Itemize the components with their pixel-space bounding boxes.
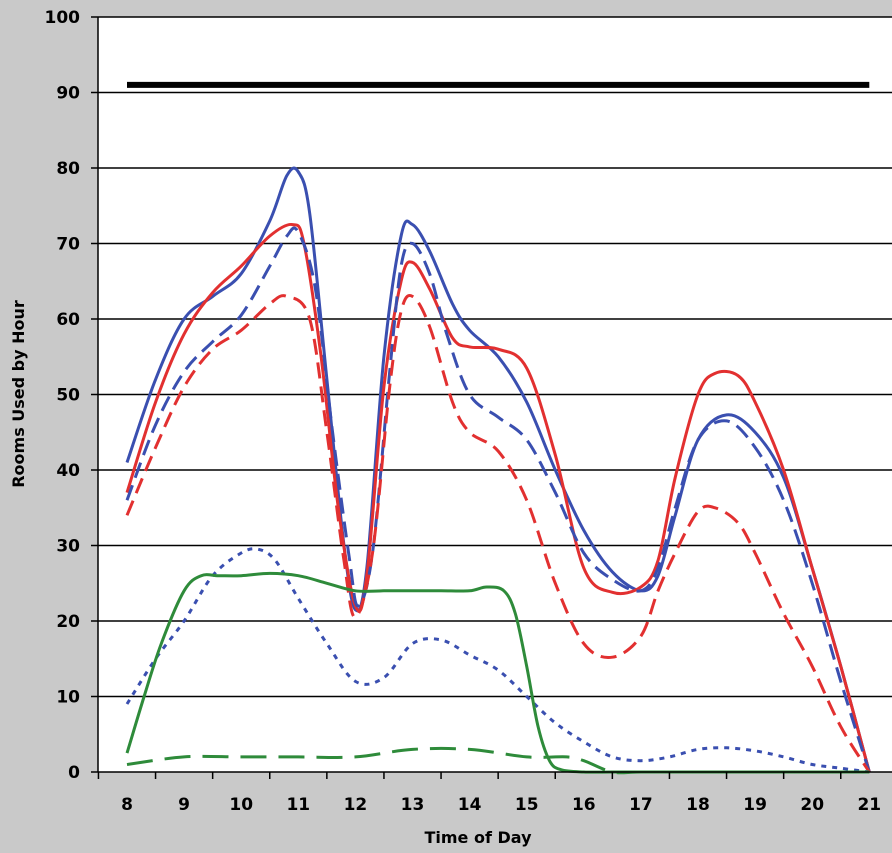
x-tick-label: 21 [857,795,881,815]
x-tick-label: 20 [800,795,824,815]
y-tick-label: 60 [56,310,80,330]
series-line-7 [126,746,870,775]
x-tick-label: 13 [401,795,425,815]
tick-labels: 0 10 20 30 40 50 60 70 80 90 100 8 9 10 11 12 13 14 15 16 17… [45,8,882,815]
y-tick-label: 30 [56,537,80,557]
series-layer [125,81,871,775]
y-tick-label: 70 [56,235,80,255]
y-tick-label: 80 [56,159,80,179]
x-tick-label: 18 [686,795,710,815]
x-tick-label: 16 [572,795,596,815]
x-tick-label: 12 [344,795,368,815]
y-tick-label: 100 [45,8,81,28]
y-tick-label: 40 [56,461,80,481]
x-tick-label: 10 [229,795,253,815]
series-line-2 [125,222,871,773]
x-tick-label: 9 [178,795,190,815]
x-tick-label: 15 [515,795,539,815]
y-tick-label: 50 [56,386,80,406]
x-tick-label: 8 [121,795,133,815]
axes [91,16,892,779]
series-line-5 [125,547,870,774]
y-tick-label: 20 [56,612,80,632]
gridlines [98,16,892,698]
y-tick-label: 0 [68,763,80,783]
y-tick-label: 10 [56,688,80,708]
y-tick-label: 90 [56,84,80,104]
y-axis-title: Rooms Used by Hour [9,300,28,488]
x-axis-title: Time of Day [424,828,532,847]
x-tick-label: 11 [286,795,310,815]
series-line-1 [125,166,871,773]
series-line-4 [125,294,871,773]
x-tick-label: 14 [458,795,482,815]
x-tick-label: 19 [743,795,767,815]
x-tick-label: 17 [629,795,653,815]
series-line-3 [125,226,871,773]
